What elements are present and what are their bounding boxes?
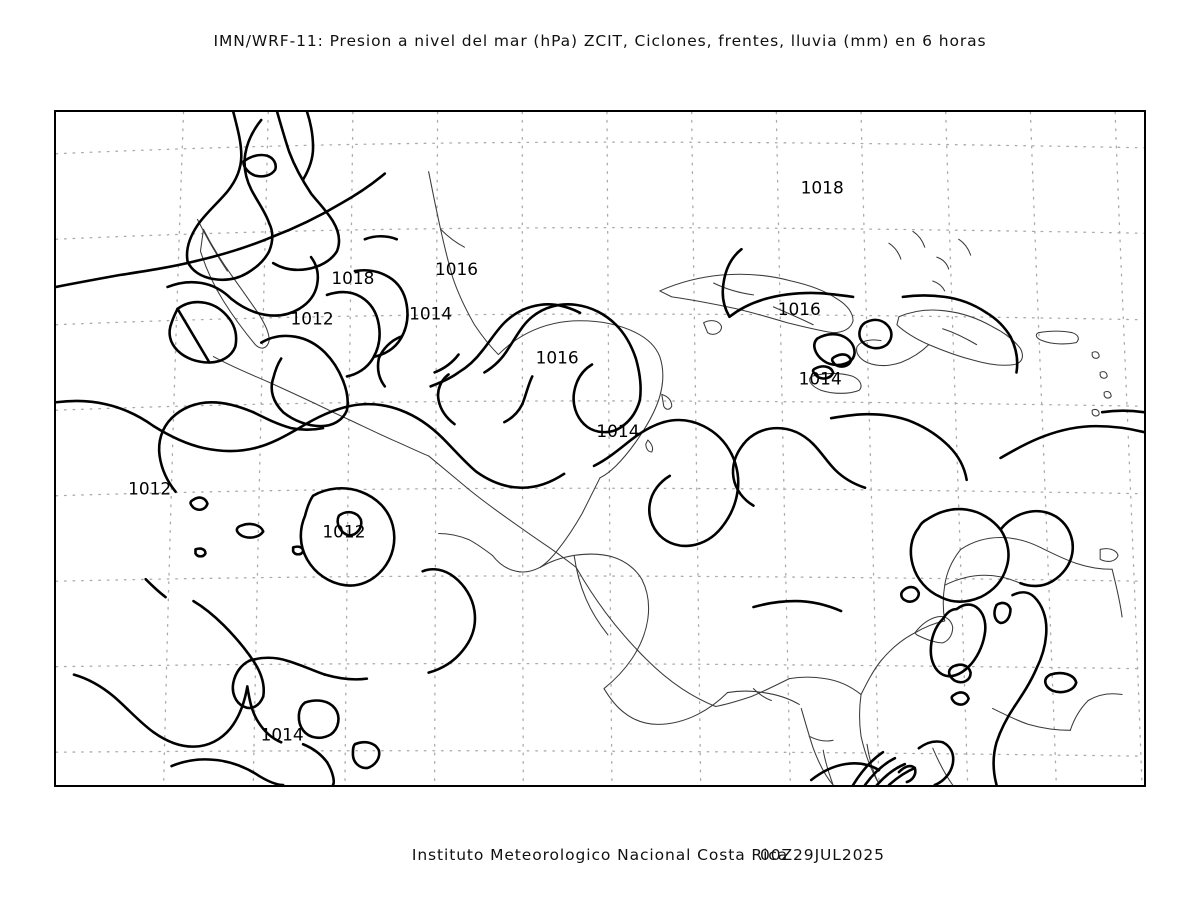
coastlines	[196, 171, 1123, 785]
page-title: IMN/WRF-11: Presion a nivel del mar (hPa…	[213, 32, 987, 50]
contour-label: 1012	[291, 309, 334, 329]
contour-label: 1016	[435, 259, 478, 279]
contour-labels: 1018 1016 1012 1014 1016 1018 1016 1014 …	[128, 178, 844, 745]
contour-label: 1012	[128, 479, 171, 499]
contour-label: 1018	[331, 268, 374, 288]
map-canvas: 1018 1016 1012 1014 1016 1018 1016 1014 …	[56, 112, 1144, 785]
graticule	[56, 112, 1144, 785]
contour-label: 1014	[799, 368, 842, 388]
contour-label: 1014	[596, 421, 639, 441]
isobar-contours	[56, 112, 1144, 785]
contour-label: 1014	[261, 724, 304, 744]
contour-label: 1012	[322, 521, 365, 541]
footer-timestamp: 00Z29JUL2025	[760, 846, 885, 864]
contour-label: 1014	[409, 304, 452, 324]
map-frame: 1018 1016 1012 1014 1016 1018 1016 1014 …	[54, 110, 1146, 787]
footer-institute: Instituto Meteorologico Nacional Costa R…	[411, 846, 789, 864]
contour-label: 1016	[536, 348, 579, 368]
contour-label: 1016	[778, 299, 821, 319]
contour-label: 1018	[801, 178, 844, 198]
